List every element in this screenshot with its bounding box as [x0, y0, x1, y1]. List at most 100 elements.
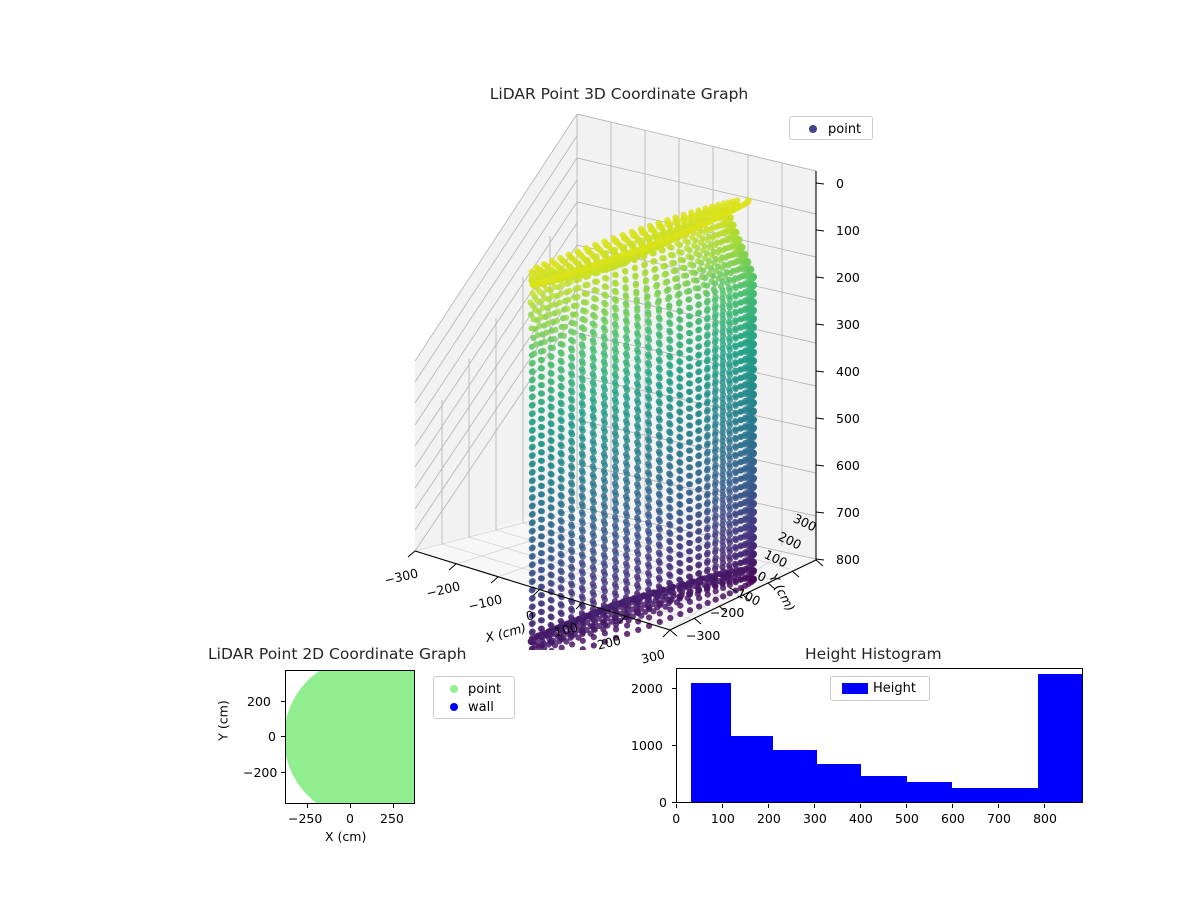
- lidar-point: [696, 569, 703, 576]
- lidar-point: [558, 636, 565, 643]
- plot3d-ztick-4: 400: [836, 364, 860, 379]
- lidar-point: [726, 346, 733, 353]
- lidar-point: [667, 530, 674, 537]
- lidar-point: [726, 321, 733, 328]
- plot3d-legend[interactable]: point: [789, 116, 873, 140]
- lidar-point: [572, 311, 579, 318]
- lidar-point: [646, 354, 653, 361]
- lidar-point: [732, 444, 739, 451]
- lidar-point: [677, 610, 684, 618]
- lidar-point: [712, 369, 719, 376]
- lidar-point: [712, 487, 719, 494]
- lidar-point: [646, 454, 653, 461]
- lidar-point: [667, 522, 674, 529]
- lidar-point: [635, 442, 642, 449]
- lidar-point: [685, 253, 692, 260]
- lidar-point: [677, 417, 684, 424]
- lidar-point: [686, 581, 694, 589]
- lidar-point: [656, 358, 663, 365]
- lidar-point: [656, 492, 663, 499]
- lidar-point: [737, 366, 744, 373]
- lidar-point: [720, 358, 727, 365]
- plot2d-axes[interactable]: [285, 670, 415, 804]
- lidar-point: [624, 605, 631, 612]
- plot2d-xtick-2: 250: [380, 811, 404, 826]
- lidar-point: [612, 399, 620, 406]
- lidar-point: [579, 385, 586, 392]
- lidar-point: [712, 327, 719, 334]
- lidar-point: [677, 325, 684, 332]
- lidar-point: [548, 530, 555, 537]
- lidar-point: [635, 400, 642, 407]
- lidar-point: [737, 400, 744, 407]
- lidar-point: [538, 524, 545, 532]
- lidar-point: [635, 484, 642, 491]
- lidar-point: [565, 296, 572, 303]
- lidar-point: [590, 592, 597, 599]
- lidar-point: [579, 444, 586, 451]
- point-marker-icon: [798, 125, 828, 133]
- lidar-point: [533, 341, 540, 348]
- lidar-point: [700, 247, 707, 254]
- lidar-point: [686, 506, 694, 513]
- lidar-point: [580, 334, 587, 342]
- lidar-point: [646, 438, 653, 445]
- lidar-point: [595, 615, 603, 622]
- lidar-point: [720, 534, 727, 541]
- lidar-point: [677, 468, 684, 475]
- plot3d-legend-item-point[interactable]: point: [798, 121, 864, 137]
- lidar-point: [624, 454, 631, 461]
- lidar-point: [696, 427, 703, 434]
- lidar-point: [677, 568, 684, 576]
- lidar-point: [581, 326, 588, 333]
- lidar-point: [726, 506, 733, 513]
- lidar-point: [704, 490, 711, 497]
- lidar-point: [635, 433, 642, 440]
- lidar-point: [631, 265, 638, 272]
- lidar-point: [548, 622, 555, 629]
- lidar-point: [548, 446, 555, 453]
- lidar-point: [591, 331, 598, 338]
- plot2d-legend-item-wall[interactable]: wall: [440, 698, 508, 716]
- lidar-point: [548, 302, 555, 309]
- lidar-point: [540, 304, 547, 311]
- plot3d-ztick-8: 800: [836, 552, 860, 567]
- lidar-point: [579, 578, 586, 586]
- lidar-point: [558, 468, 565, 475]
- lidar-point: [737, 459, 744, 466]
- lidar-point: [601, 546, 608, 553]
- lidar-point: [569, 372, 576, 379]
- lidar-point: [696, 435, 703, 442]
- lidar-point: [622, 285, 629, 292]
- lidar-point: [635, 526, 642, 533]
- lidar-point: [732, 478, 739, 485]
- lidar-point: [538, 617, 545, 624]
- histogram-legend[interactable]: Height: [830, 676, 930, 701]
- lidar-point: [704, 364, 711, 371]
- lidar-point: [646, 505, 653, 512]
- lidar-point: [702, 219, 709, 226]
- lidar-point: [548, 471, 555, 478]
- lidar-point: [548, 521, 555, 529]
- plot2d-legend-item-point[interactable]: point: [440, 680, 508, 698]
- plot2d-legend[interactable]: point wall: [433, 676, 515, 719]
- lidar-point: [677, 392, 684, 399]
- histogram-legend-item-height[interactable]: Height: [837, 679, 923, 698]
- lidar-point: [558, 611, 565, 618]
- lidar-point: [656, 375, 663, 382]
- lidar-point: [677, 401, 684, 408]
- lidar-point: [633, 299, 640, 306]
- lidar-point: [737, 467, 744, 474]
- plot3d-axes[interactable]: −300 −200 −100 0 100 200 300 X (cm) 300 …: [380, 105, 940, 666]
- lidar-point: [737, 475, 744, 482]
- lidar-point: [737, 559, 744, 566]
- lidar-point: [635, 467, 642, 474]
- lidar-point: [558, 493, 565, 500]
- lidar-point: [538, 407, 545, 414]
- lidar-point: [590, 634, 597, 641]
- lidar-point: [529, 468, 536, 475]
- lidar-point: [667, 488, 674, 495]
- plot2d-ytick-mark-2: [281, 772, 285, 774]
- lidar-point: [686, 439, 694, 446]
- lidar-point: [667, 251, 674, 258]
